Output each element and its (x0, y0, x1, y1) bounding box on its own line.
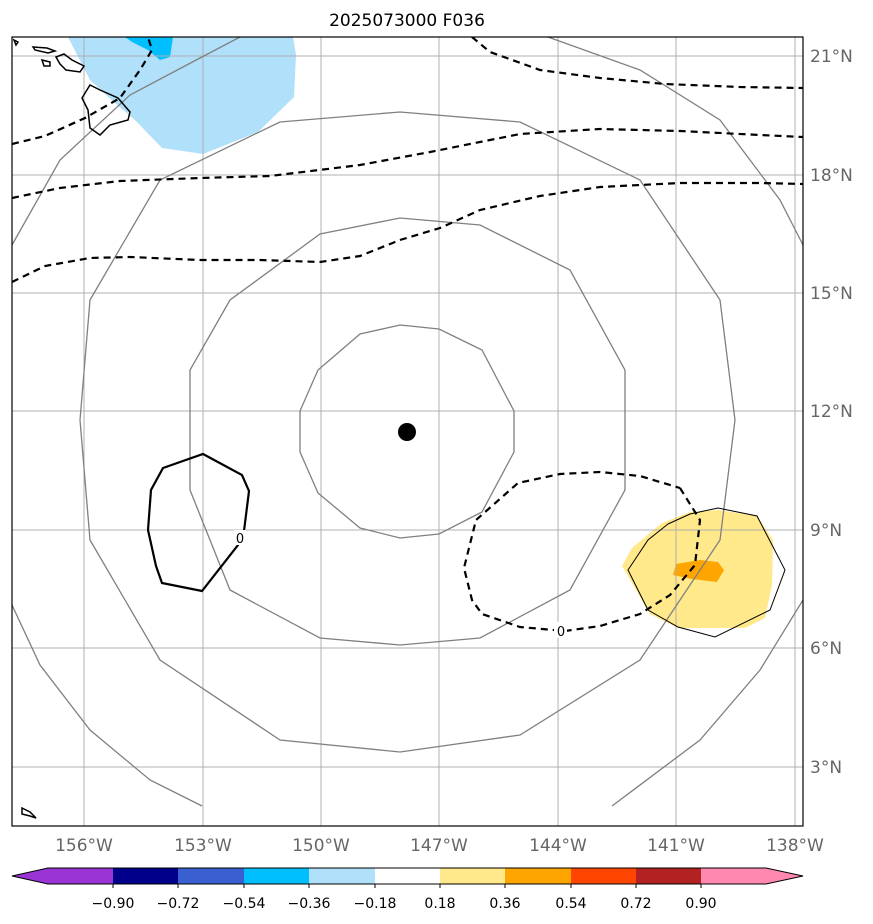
lon-label: 144°W (529, 836, 587, 856)
contour-dashed-4 (12, 181, 803, 283)
island-3 (40, 58, 51, 67)
colorbar-segment (440, 868, 506, 884)
colorbar-segment (178, 868, 244, 884)
contour-dashed-2 (471, 37, 803, 90)
colorbar-tick-label: −0.72 (157, 896, 200, 912)
map-panel: 0 0 (12, 37, 803, 826)
coastline (12, 38, 131, 819)
island-4 (31, 46, 58, 54)
colorbar-ticks (112, 884, 702, 888)
lon-label: 141°W (647, 836, 705, 856)
contour-label-east: 0 (554, 622, 567, 640)
svg-text:0: 0 (557, 625, 565, 640)
island-big (81, 84, 131, 136)
colorbar-tick-label: −0.54 (223, 896, 266, 912)
blue-shading (125, 37, 173, 60)
colorbar-outline (11, 867, 804, 885)
lon-label: 138°W (766, 836, 824, 856)
map-frame (11, 36, 804, 827)
colorbar-tick-label: 0.90 (685, 896, 716, 912)
svg-text:0: 0 (236, 532, 244, 547)
colorbar-segment (505, 868, 571, 884)
gridlines (12, 37, 803, 826)
lat-label: 9°N (810, 521, 842, 541)
colorbar-extend-low (12, 868, 48, 884)
contour-solid-east (627, 507, 786, 638)
colorbar: −0.90 −0.72 −0.54 −0.36 −0.18 0.18 0.36 … (11, 867, 804, 912)
light-blue-shading (68, 37, 296, 154)
colorbar-segment (375, 868, 441, 884)
colorbar-tick-label: 0.36 (489, 896, 520, 912)
colorbar-tick-label: 0.72 (620, 896, 651, 912)
colorbar-tick-label: −0.18 (354, 896, 397, 912)
storm-center-marker (398, 423, 416, 441)
lat-label: 15°N (810, 284, 853, 304)
ring-2 (189, 217, 626, 646)
distance-rings (12, 37, 803, 807)
contour-dashed-3 (12, 127, 803, 200)
island-5 (12, 38, 20, 47)
lon-label: 150°W (292, 836, 350, 856)
colorbar-extend-high (766, 868, 803, 884)
contour-dashed-5 (462, 470, 702, 633)
lat-label: 21°N (810, 47, 853, 67)
contour-solid-west (146, 452, 251, 593)
map-title: 2025073000 F036 (329, 11, 485, 31)
lon-labels: 156°W 153°W 150°W 147°W 144°W 141°W 138°… (55, 836, 824, 856)
lat-labels: 21°N 18°N 15°N 12°N 9°N 6°N 3°N (810, 47, 853, 778)
colorbar-tick-label: −0.36 (288, 896, 331, 912)
lon-label: 156°W (55, 836, 113, 856)
colorbar-tick-label: 0.18 (424, 896, 455, 912)
colorbar-segment (48, 868, 114, 884)
island-2 (54, 53, 86, 73)
colorbar-segment (636, 868, 702, 884)
lat-label: 6°N (810, 639, 842, 659)
colorbar-tick-label: −0.90 (92, 896, 135, 912)
lat-label: 12°N (810, 402, 853, 422)
colorbar-segment (244, 868, 310, 884)
lon-label: 153°W (174, 836, 232, 856)
colorbar-tick-label: 0.54 (555, 896, 586, 912)
ring-1 (299, 324, 515, 539)
colorbar-segment (571, 868, 637, 884)
island-sw (21, 806, 37, 819)
ring-4 (12, 37, 803, 807)
lon-label: 147°W (410, 836, 468, 856)
colorbar-segment (309, 868, 375, 884)
lat-label: 18°N (810, 166, 853, 186)
ring-3 (79, 111, 736, 753)
colorbar-segment (113, 868, 179, 884)
dashed-contours (12, 37, 803, 633)
colorbar-segment (701, 868, 767, 884)
contour-label-west: 0 (234, 530, 246, 547)
lat-label: 3°N (810, 758, 842, 778)
